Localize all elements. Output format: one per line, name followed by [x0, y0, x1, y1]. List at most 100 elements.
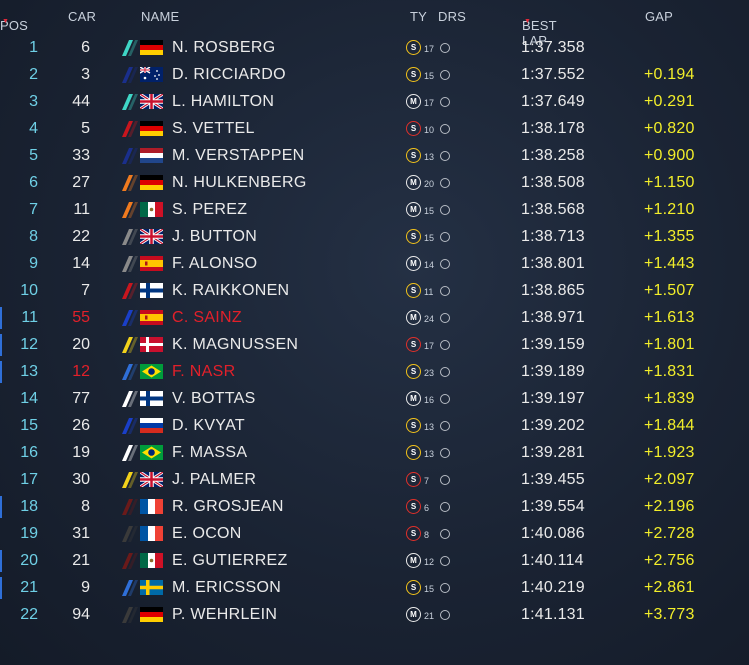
tyre-laps: 8	[424, 530, 430, 540]
table-row[interactable]: 17 30 J. PALMER S 7 1:39.455 +2.097	[0, 466, 749, 493]
driver-name-cell[interactable]: K. RAIKKONEN	[172, 282, 290, 299]
spain-flag-icon	[140, 310, 163, 325]
table-row[interactable]: 10 7 K. RAIKKONEN S 11 1:38.865 +1.507	[0, 277, 749, 304]
row-highlight-bar	[0, 577, 2, 599]
drs-indicator-icon	[440, 97, 450, 107]
row-highlight-bar	[0, 361, 2, 383]
tyre-icon: M 24	[406, 310, 436, 326]
table-row[interactable]: 22 94 P. WEHRLEIN M 21 1:41.131 +3.773	[0, 601, 749, 628]
tyre-laps: 15	[424, 206, 435, 216]
team-color-stripe-icon	[122, 553, 138, 569]
table-row[interactable]: 11 55 C. SAINZ M 24 1:38.971 +1.613	[0, 304, 749, 331]
team-color-stripe-icon	[122, 229, 138, 245]
gap-cell: +1.801	[644, 336, 695, 353]
driver-name-cell[interactable]: N. ROSBERG	[172, 39, 276, 56]
driver-name-cell[interactable]: K. MAGNUSSEN	[172, 336, 299, 353]
car-number-cell: 11	[73, 201, 90, 218]
table-row[interactable]: 18 8 R. GROSJEAN S 6 1:39.554 +2.196	[0, 493, 749, 520]
tyre-icon: S 13	[406, 148, 436, 164]
table-row[interactable]: 9 14 F. ALONSO M 14 1:38.801 +1.443	[0, 250, 749, 277]
drs-indicator-icon	[440, 556, 450, 566]
driver-name-cell[interactable]: D. KVYAT	[172, 417, 245, 434]
driver-name-cell[interactable]: M. VERSTAPPEN	[172, 147, 305, 164]
driver-name-cell[interactable]: M. ERICSSON	[172, 579, 282, 596]
driver-name-cell[interactable]: S. VETTEL	[172, 120, 255, 137]
driver-name-cell[interactable]: E. OCON	[172, 525, 242, 542]
russia-flag-icon	[140, 418, 163, 433]
driver-name-cell[interactable]: D. RICCIARDO	[172, 66, 286, 83]
driver-name-cell[interactable]: E. GUTIERREZ	[172, 552, 288, 569]
tyre-icon: S 15	[406, 229, 436, 245]
position-cell: 15	[20, 417, 38, 434]
germany-flag-icon	[140, 607, 163, 622]
row-highlight-bar	[0, 496, 2, 518]
table-row[interactable]: 8 22 J. BUTTON S 15 1:38.713 +1.355	[0, 223, 749, 250]
position-cell: 1	[29, 39, 38, 56]
driver-name-cell[interactable]: F. MASSA	[172, 444, 248, 461]
best-lap-cell: 1:38.178	[521, 120, 585, 137]
tyre-column-header[interactable]: TY	[410, 9, 428, 24]
driver-name-cell[interactable]: F. ALONSO	[172, 255, 258, 272]
gap-cell: +1.210	[644, 201, 695, 218]
drs-column-header[interactable]: DRS	[438, 9, 467, 24]
best-lap-cell: 1:39.197	[521, 390, 585, 407]
team-color-stripe-icon	[122, 418, 138, 434]
driver-name-cell[interactable]: F. NASR	[172, 363, 236, 380]
mexico-flag-icon	[140, 553, 163, 568]
driver-name-cell[interactable]: P. WEHRLEIN	[172, 606, 278, 623]
table-row[interactable]: 2 3 D. RICCIARDO S 15 1:37.552 +0.194	[0, 61, 749, 88]
table-row[interactable]: 12 20 K. MAGNUSSEN S 17 1:39.159 +1.801	[0, 331, 749, 358]
driver-name-cell[interactable]: J. BUTTON	[172, 228, 258, 245]
table-row[interactable]: 14 77 V. BOTTAS M 16 1:39.197 +1.839	[0, 385, 749, 412]
name-column-header[interactable]: NAME	[141, 9, 180, 24]
driver-name-cell[interactable]: S. PEREZ	[172, 201, 248, 218]
table-row[interactable]: 4 5 S. VETTEL S 10 1:38.178 +0.820	[0, 115, 749, 142]
uk-flag-icon	[140, 94, 163, 109]
germany-flag-icon	[140, 40, 163, 55]
tyre-laps: 12	[424, 557, 435, 567]
gap-column-header[interactable]: GAP	[645, 9, 674, 24]
driver-name-cell[interactable]: L. HAMILTON	[172, 93, 275, 110]
best-lap-cell: 1:38.713	[521, 228, 585, 245]
tyre-icon: M 17	[406, 94, 436, 110]
drs-indicator-icon	[440, 70, 450, 80]
table-row[interactable]: 15 26 D. KVYAT S 13 1:39.202 +1.844	[0, 412, 749, 439]
car-number-cell: 26	[72, 417, 90, 434]
tyre-laps: 15	[424, 71, 435, 81]
table-row[interactable]: 3 44 L. HAMILTON M 17 1:37.649 +0.291	[0, 88, 749, 115]
driver-name-cell[interactable]: C. SAINZ	[172, 309, 242, 326]
finland-flag-icon	[140, 391, 163, 406]
table-row[interactable]: 6 27 N. HULKENBERG M 20 1:38.508 +1.150	[0, 169, 749, 196]
table-row[interactable]: 7 11 S. PEREZ M 15 1:38.568 +1.210	[0, 196, 749, 223]
position-cell: 21	[20, 579, 38, 596]
tyre-laps: 16	[424, 395, 435, 405]
table-row[interactable]: 21 9 M. ERICSSON S 15 1:40.219 +2.861	[0, 574, 749, 601]
tyre-icon: S 11	[406, 283, 436, 299]
tyre-laps: 6	[424, 503, 430, 513]
drs-indicator-icon	[440, 313, 450, 323]
car-column-header[interactable]: CAR	[68, 9, 97, 24]
car-number-cell: 6	[81, 39, 90, 56]
table-row[interactable]: 16 19 F. MASSA S 13 1:39.281 +1.923	[0, 439, 749, 466]
table-row[interactable]: 20 21 E. GUTIERREZ M 12 1:40.114 +2.756	[0, 547, 749, 574]
table-row[interactable]: 19 31 E. OCON S 8 1:40.086 +2.728	[0, 520, 749, 547]
position-cell: 13	[20, 363, 38, 380]
driver-name-cell[interactable]: R. GROSJEAN	[172, 498, 284, 515]
team-color-stripe-icon	[122, 364, 138, 380]
driver-name-cell[interactable]: J. PALMER	[172, 471, 257, 488]
tyre-laps: 13	[424, 449, 435, 459]
driver-name-cell[interactable]: V. BOTTAS	[172, 390, 256, 407]
tyre-icon: M 21	[406, 607, 436, 623]
team-color-stripe-icon	[122, 40, 138, 56]
position-cell: 10	[20, 282, 38, 299]
position-cell: 20	[20, 552, 38, 569]
table-row[interactable]: 5 33 M. VERSTAPPEN S 13 1:38.258 +0.900	[0, 142, 749, 169]
sort-down-icon: ▼	[524, 18, 532, 25]
table-row[interactable]: 1 6 N. ROSBERG S 17 1:37.358	[0, 34, 749, 61]
table-row[interactable]: 13 12 F. NASR S 23 1:39.189 +1.831	[0, 358, 749, 385]
gap-cell: +0.820	[644, 120, 695, 137]
driver-name-cell[interactable]: N. HULKENBERG	[172, 174, 307, 191]
tyre-laps: 17	[424, 98, 435, 108]
position-cell: 16	[20, 444, 38, 461]
timing-table-header: POS ▼ CAR NAME TY DRS BEST LAP ▼ GAP	[0, 9, 674, 48]
